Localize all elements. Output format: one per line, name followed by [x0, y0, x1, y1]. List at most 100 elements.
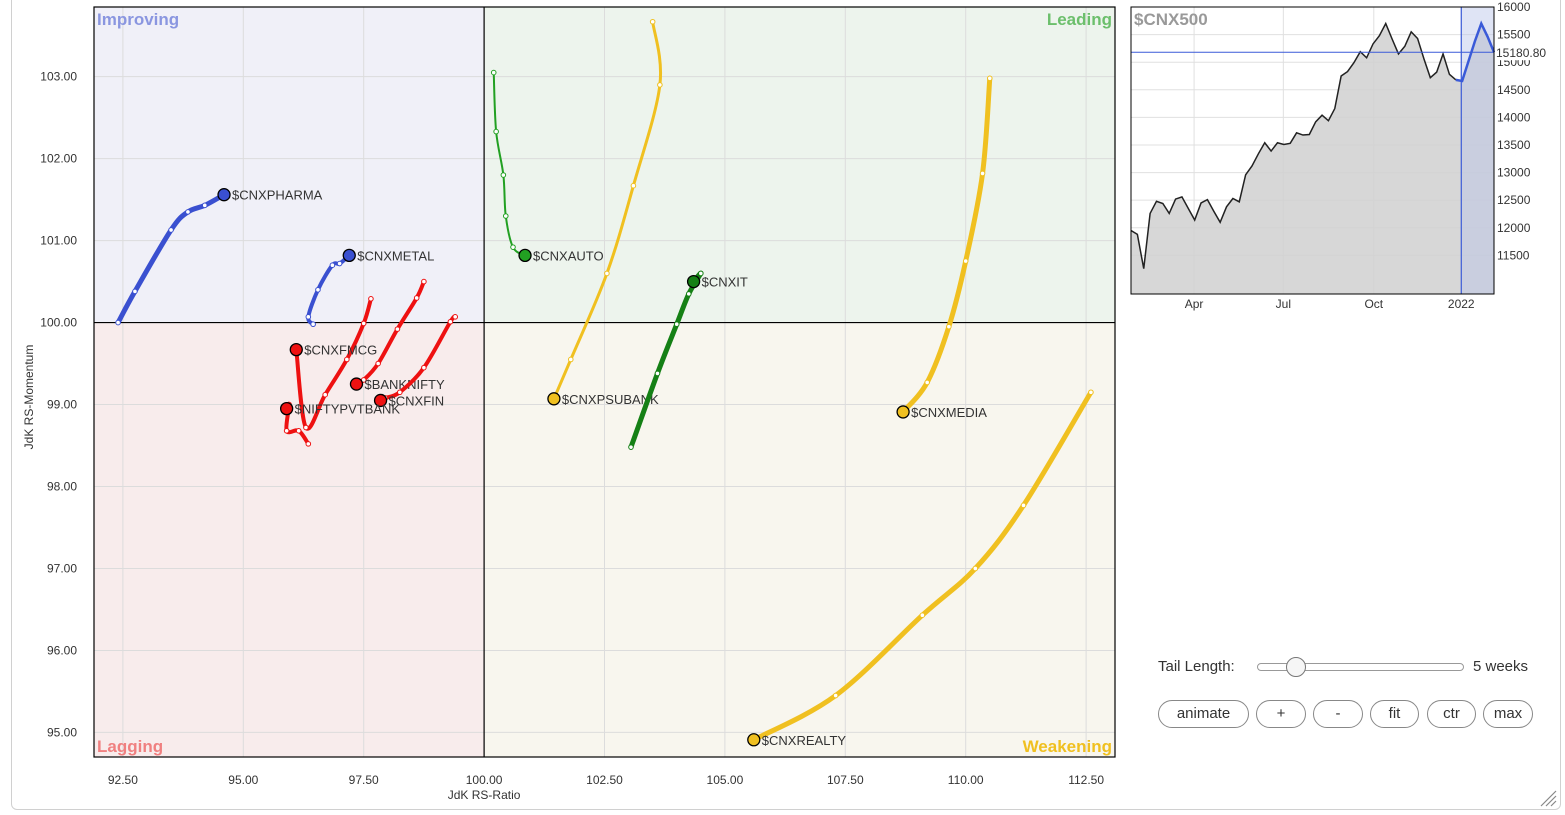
fit-button[interactable]: fit	[1370, 700, 1419, 728]
x-tick-label: 107.50	[827, 773, 864, 787]
tail-point-cnxpharma	[132, 288, 138, 295]
y-tick-label: 96.00	[47, 643, 77, 657]
tail-line-cnxrealty	[751, 389, 1094, 743]
tail-point-cnxmetal	[305, 314, 312, 320]
symbol-label-cnxauto: $CNXAUTO	[533, 248, 604, 263]
mini-x-tick-label: 2022	[1448, 297, 1475, 311]
head-marker-cnxpharma	[217, 188, 231, 202]
tail-point-cnxit	[698, 270, 704, 277]
animate-button[interactable]: animate	[1158, 700, 1249, 728]
head-marker-cnxmetal	[342, 248, 356, 263]
benchmark-mini-chart: 1150012000125001300013500140001450015000…	[1130, 0, 1555, 311]
tail-point-cnxit	[673, 321, 680, 328]
tail-point-cnxrealty	[919, 612, 926, 618]
mini-y-tick-label: 16000	[1497, 0, 1531, 14]
tail-cnxmedia: $CNXMEDIA	[896, 75, 993, 420]
resize-handle-icon[interactable]	[1539, 789, 1557, 807]
mini-x-tick-label: Oct	[1364, 297, 1383, 311]
tail-point-cnxmedia	[979, 170, 986, 177]
tail-point-cnxpsubank	[604, 270, 610, 277]
tail-point-cnxrealty	[1020, 502, 1027, 509]
tail-point-cnxmedia	[946, 323, 952, 330]
mini-y-tick-label: 15500	[1497, 28, 1531, 42]
tail-point-cnxmetal	[329, 262, 336, 268]
tail-point-cnxpharma	[168, 227, 174, 233]
tail-point-cnxauto	[510, 244, 516, 250]
mini-x-tick-label: Apr	[1185, 297, 1204, 311]
symbol-label-cnxpharma: $CNXPHARMA	[232, 188, 323, 203]
tail-point-cnxpharma	[115, 319, 121, 326]
x-tick-label: 112.50	[1068, 773, 1104, 787]
tail-point-banknifty	[394, 326, 401, 332]
y-tick-label: 95.00	[47, 725, 77, 739]
slider-thumb[interactable]	[1286, 657, 1307, 677]
quadrant-label-weakening: Weakening	[1023, 737, 1112, 756]
tail-cnxmetal: $CNXMETAL	[305, 248, 434, 328]
mini-y-tick-label: 12500	[1497, 193, 1531, 207]
mini-y-tick-label: 13000	[1497, 166, 1531, 180]
tail-point-cnxfin	[397, 389, 403, 396]
tail-point-cnxmedia	[924, 379, 930, 386]
mini-x-tick-label: Jul	[1276, 297, 1291, 311]
tail-point-cnxit	[628, 444, 634, 450]
mini-price-line-highlight	[1455, 20, 1496, 83]
mini-chart-title: $CNX500	[1134, 10, 1208, 29]
tail-point-cnxit	[685, 291, 692, 297]
head-marker-cnxmedia	[896, 405, 910, 419]
mini-y-tick-label: 13500	[1497, 138, 1531, 152]
tail-point-cnxmedia	[986, 75, 993, 82]
tail-point-cnxpsubank	[657, 82, 663, 88]
tail-length-label: Tail Length:	[1158, 658, 1235, 675]
tail-cnxfin: $CNXFIN	[373, 314, 459, 408]
symbol-label-banknifty: $BANKNIFTY	[364, 377, 445, 392]
symbol-label-cnxfmcg: $CNXFMCG	[304, 343, 377, 358]
symbol-label-cnxrealty: $CNXREALTY	[762, 733, 847, 748]
tail-point-cnxfin	[421, 364, 427, 371]
tail-cnxpsubank: $CNXPSUBANK	[547, 18, 663, 407]
x-tick-label: 105.00	[707, 773, 744, 787]
x-tick-label: 100.00	[466, 773, 503, 787]
quadrant-label-lagging: Lagging	[97, 737, 163, 756]
symbol-label-niftypvtbank: $NIFTYPVTBANK	[295, 402, 401, 417]
tail-point-cnxrealty	[1088, 389, 1094, 396]
tail-point-cnxpsubank	[567, 356, 574, 363]
mini-chart-frame	[1130, 6, 1495, 295]
tail-point-cnxrealty	[832, 692, 839, 699]
ctr-button[interactable]: ctr	[1427, 700, 1476, 728]
tail-point-banknifty	[421, 278, 427, 285]
mini-y-tick-label: 14000	[1497, 110, 1531, 124]
tail-length-slider[interactable]	[1257, 657, 1464, 677]
tail-point-cnxrealty	[972, 565, 979, 572]
y-tick-label: 99.00	[47, 398, 77, 412]
plot-frame	[93, 6, 1116, 758]
tail-point-cnxmedia	[962, 258, 969, 264]
x-tick-label: 97.50	[349, 773, 379, 787]
tail-cnxfmcg: $CNXFMCG	[289, 296, 377, 431]
symbol-label-cnxmedia: $CNXMEDIA	[911, 405, 987, 420]
tail-point-cnxauto	[490, 69, 497, 76]
y-tick-label: 103.00	[40, 70, 77, 84]
tail-point-cnxfmcg	[360, 320, 367, 327]
tail-niftypvtbank: $NIFTYPVTBANK	[279, 401, 401, 447]
head-marker-cnxauto	[518, 248, 532, 263]
symbol-label-cnxpsubank: $CNXPSUBANK	[562, 392, 659, 407]
tail-cnxit: $CNXIT	[628, 270, 748, 450]
tail-length-value: 5 weeks	[1473, 658, 1529, 675]
head-marker-cnxfin	[373, 393, 388, 408]
mini-y-tick-label: 14500	[1497, 83, 1531, 97]
head-marker-niftypvtbank	[279, 401, 294, 416]
y-tick-label: 98.00	[47, 480, 77, 494]
max-button[interactable]: max	[1483, 700, 1533, 728]
symbol-label-cnxmetal: $CNXMETAL	[357, 248, 434, 263]
tail-point-cnxfmcg	[303, 424, 309, 431]
quadrant-label-improving: Improving	[97, 10, 179, 29]
head-marker-cnxpsubank	[547, 392, 561, 406]
tail-point-niftypvtbank	[305, 441, 312, 447]
mini-y-tick-label: 12000	[1497, 221, 1531, 235]
rrg-plot-area: 92.50 95.00 97.50 100.00 102.50 105.00 107.50 1…	[22, 6, 1116, 802]
zoom-out-button[interactable]: -	[1313, 700, 1363, 728]
zoom-in-button[interactable]: +	[1256, 700, 1306, 728]
quadrant-label-leading: Leading	[1047, 10, 1112, 29]
tail-point-banknifty	[375, 360, 381, 367]
